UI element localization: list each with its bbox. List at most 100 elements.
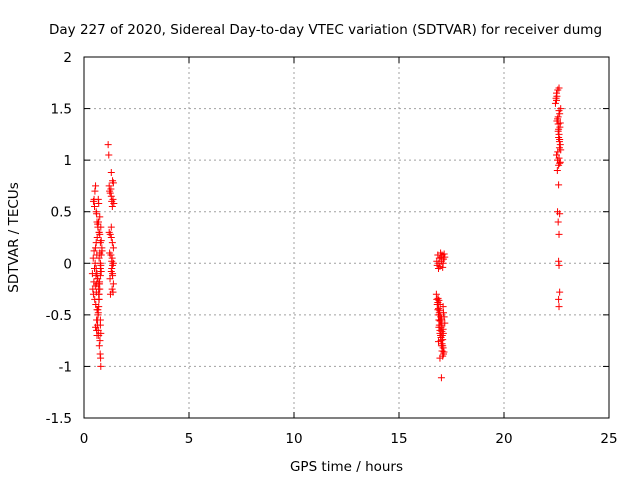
grid-lines — [84, 57, 609, 418]
data-point — [555, 154, 563, 162]
data-point — [107, 268, 115, 276]
data-point — [106, 230, 114, 238]
data-point — [95, 342, 103, 350]
data-point — [92, 264, 100, 272]
plot-frame — [83, 56, 610, 419]
data-point — [553, 96, 560, 104]
data-point — [92, 323, 100, 331]
data-point — [90, 247, 98, 255]
data-point — [96, 272, 104, 280]
data-point — [437, 374, 445, 382]
data-point — [438, 315, 446, 323]
data-point — [93, 331, 101, 339]
axis-ticks — [83, 56, 610, 419]
y-axis-label: SDTVAR / TECUs — [6, 182, 22, 292]
data-point — [108, 285, 116, 293]
data-point — [555, 230, 563, 238]
data-point — [107, 185, 115, 193]
x-tick-label: 25 — [600, 431, 617, 447]
data-point — [436, 301, 444, 309]
data-point — [97, 268, 105, 276]
data-point — [436, 354, 444, 362]
data-point — [105, 151, 113, 159]
data-point — [554, 218, 562, 226]
data-point — [96, 316, 104, 324]
data-point — [92, 244, 100, 252]
data-point — [441, 253, 449, 261]
data-point — [110, 199, 118, 207]
data-point — [108, 239, 116, 247]
data-point — [555, 107, 563, 115]
y-tick-label: 0 — [63, 256, 72, 272]
data-point — [437, 323, 445, 331]
x-tick-label: 20 — [495, 431, 512, 447]
data-point — [96, 278, 104, 286]
x-tick-label: 10 — [285, 431, 302, 447]
data-point — [556, 210, 564, 218]
data-point — [439, 329, 447, 337]
data-point — [107, 251, 115, 259]
data-point — [109, 272, 117, 280]
data-point — [107, 223, 115, 231]
data-points — [88, 84, 565, 382]
data-point — [91, 187, 99, 195]
data-point — [556, 110, 564, 118]
data-point — [104, 141, 112, 149]
data-point — [93, 210, 101, 218]
data-point — [108, 257, 116, 265]
data-point — [107, 234, 115, 241]
data-point — [556, 159, 564, 167]
data-point — [439, 342, 447, 350]
data-point — [553, 166, 561, 174]
data-point — [107, 169, 115, 177]
data-point — [556, 119, 564, 127]
data-point — [556, 288, 564, 296]
x-axis-label: GPS time / hours — [290, 459, 403, 475]
y-tick-label: -1.5 — [46, 411, 72, 427]
data-point — [555, 295, 563, 303]
data-point — [435, 309, 443, 317]
data-point — [555, 84, 563, 92]
data-point — [97, 223, 105, 231]
data-point — [97, 362, 105, 370]
y-tick-label: 0.5 — [51, 205, 72, 221]
tick-labels: 0 5 10 15 20 25 -1.5 -1 -0.5 0 0.5 1 1.5 2 — [46, 50, 618, 447]
data-point — [108, 203, 116, 211]
data-point — [95, 199, 103, 207]
data-point — [96, 213, 104, 221]
data-point — [95, 303, 103, 311]
data-point — [555, 133, 563, 141]
x-tick-label: 0 — [80, 431, 89, 447]
data-point — [440, 348, 448, 356]
y-tick-label: -0.5 — [46, 308, 72, 324]
data-point — [97, 251, 105, 259]
data-point — [555, 181, 563, 189]
data-point — [92, 182, 100, 190]
data-point — [95, 290, 103, 298]
data-point — [556, 158, 564, 166]
data-point — [109, 177, 117, 185]
data-point — [96, 259, 104, 267]
data-point — [438, 347, 446, 355]
data-point — [106, 290, 114, 298]
data-point — [106, 189, 114, 197]
chart-title: Day 227 of 2020, Sidereal Day-to-day VTE… — [49, 22, 602, 38]
data-point — [434, 338, 442, 346]
data-point — [96, 337, 104, 345]
data-point — [97, 354, 105, 362]
data-point — [554, 113, 562, 121]
data-point — [91, 203, 98, 211]
data-point — [109, 244, 117, 252]
data-point — [555, 138, 563, 146]
data-point — [109, 261, 117, 269]
data-point — [440, 250, 448, 258]
y-tick-label: -1 — [59, 359, 72, 375]
data-point — [109, 280, 117, 288]
data-point — [435, 296, 443, 304]
data-point — [97, 237, 105, 245]
x-tick-label: 15 — [390, 431, 407, 447]
data-point — [555, 261, 563, 269]
data-point — [555, 144, 563, 152]
data-point — [554, 127, 562, 135]
data-point — [109, 195, 117, 203]
